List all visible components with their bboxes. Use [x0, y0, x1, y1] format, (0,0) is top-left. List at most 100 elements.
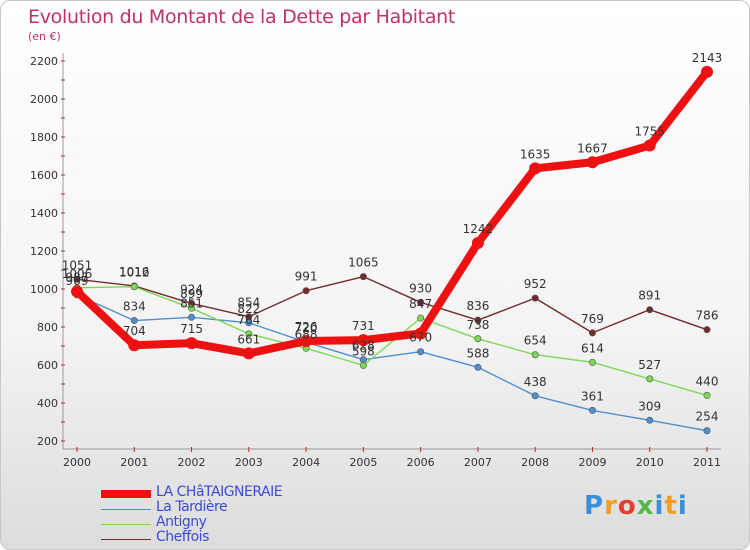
y-tick-label: 2200 [30, 55, 58, 68]
legend-swatch-la-chataigneraie [101, 490, 151, 498]
x-tick-label: 2001 [120, 456, 148, 469]
y-tick-label: 1600 [30, 169, 58, 182]
data-label-la-tardiere: 851 [180, 296, 203, 310]
data-point-antigny [531, 351, 539, 359]
data-label-la-tardiere: 822 [237, 302, 260, 316]
data-point-la-chataigneraie [529, 162, 542, 175]
data-point-cheffois [703, 326, 711, 334]
x-tick-label: 2008 [521, 456, 549, 469]
data-label-antigny: 899 [180, 287, 203, 301]
axes: 2000 2001 2002 2003 2004 2005 2006 2007 2008 2009… [30, 53, 721, 469]
data-point-la-tardiere [245, 319, 253, 327]
y-tick-label: 600 [37, 359, 58, 372]
data-point-la-tardiere [417, 348, 425, 356]
data-point-cheffois [73, 275, 81, 283]
data-label-antigny: 1012 [119, 266, 150, 280]
series-layer [71, 65, 713, 435]
data-label-la-chataigneraie: 1635 [520, 147, 551, 161]
data-point-la-tardiere [474, 363, 482, 371]
x-tick-label: 2006 [407, 456, 435, 469]
series-line-la-chataigneraie [73, 67, 711, 358]
data-point-la-tardiere [703, 427, 711, 435]
data-label-cheffois: 891 [638, 289, 661, 303]
data-label-la-tardiere: 834 [123, 300, 146, 314]
data-point-antigny [703, 391, 711, 399]
y-tick-label: 200 [37, 435, 58, 448]
data-label-la-tardiere: 969 [66, 274, 89, 288]
data-label-la-chataigneraie: 1667 [577, 141, 608, 155]
data-label-antigny: 527 [638, 358, 661, 372]
data-label-cheffois: 924 [180, 282, 203, 296]
data-label-la-chataigneraie: 1755 [634, 125, 665, 139]
data-label-la-chataigneraie: 731 [352, 319, 375, 333]
proxiti-logo: Proxiti [584, 491, 688, 521]
legend-swatch-la-tardiere [101, 509, 151, 510]
data-label-cheffois: 952 [524, 277, 547, 291]
x-tick-label: 2002 [178, 456, 206, 469]
y-tick-label: 1800 [30, 131, 58, 144]
data-point-la-chataigneraie [242, 347, 255, 360]
data-label-la-chataigneraie: 715 [180, 322, 203, 336]
y-tick-label: 1200 [30, 245, 58, 258]
data-label-antigny: 688 [295, 327, 318, 341]
data-point-cheffois [302, 287, 310, 295]
x-tick-label: 2005 [349, 456, 377, 469]
data-point-cheffois [359, 273, 367, 281]
data-label-cheffois: 991 [295, 270, 318, 284]
data-point-la-tardiere [531, 392, 539, 400]
data-label-cheffois: 769 [581, 312, 604, 326]
data-label-la-chataigneraie: 987 [66, 270, 89, 284]
data-label-la-tardiere: 588 [466, 346, 489, 360]
data-label-antigny: 598 [352, 344, 375, 358]
data-label-cheffois: 930 [409, 281, 432, 295]
data-point-cheffois [588, 329, 596, 337]
data-label-la-chataigneraie: 1242 [463, 222, 494, 236]
x-tick-label: 2009 [578, 456, 606, 469]
data-label-cheffois: 854 [237, 296, 260, 310]
legend-label-la-tardiere: La Tardière [156, 499, 228, 515]
data-point-cheffois [531, 294, 539, 302]
series-line-antigny [76, 286, 708, 397]
data-point-la-tardiere [130, 317, 138, 325]
data-point-antigny [359, 361, 367, 369]
data-label-la-tardiere: 628 [352, 339, 375, 353]
data-point-la-chataigneraie [300, 335, 313, 348]
data-label-la-chataigneraie: 661 [237, 332, 260, 346]
data-label-cheffois: 1016 [119, 265, 150, 279]
legend-swatch-antigny [101, 524, 151, 525]
data-label-antigny: 614 [581, 341, 604, 355]
data-point-la-tardiere [188, 313, 196, 321]
data-label-la-chataigneraie: 704 [123, 324, 146, 338]
data-label-la-tardiere: 720 [295, 321, 318, 335]
data-point-antigny [588, 358, 596, 366]
data-point-cheffois [417, 298, 425, 306]
data-point-cheffois [474, 316, 482, 324]
data-point-antigny [245, 330, 253, 338]
data-label-cheffois: 1051 [62, 258, 93, 272]
x-tick-label: 2007 [464, 456, 492, 469]
data-label-cheffois: 786 [696, 309, 719, 323]
data-label-la-tardiere: 361 [581, 389, 604, 403]
x-tick-label: 2010 [636, 456, 664, 469]
data-labels: 1051 1016 924 854 991 1065 930 836 952 769 891 786 9… [62, 51, 723, 424]
data-point-la-tardiere [588, 406, 596, 414]
data-point-cheffois [646, 306, 654, 314]
data-label-la-tardiere: 670 [409, 331, 432, 345]
series-line-la-tardiere [76, 294, 708, 432]
data-label-antigny: 440 [696, 374, 719, 388]
data-point-la-chataigneraie [471, 237, 484, 250]
data-point-la-chataigneraie [586, 156, 599, 169]
data-label-cheffois: 1065 [348, 256, 379, 270]
data-point-antigny [646, 375, 654, 383]
y-tick-label: 1400 [30, 207, 58, 220]
data-label-antigny: 847 [409, 297, 432, 311]
data-label-antigny: 1006 [62, 267, 93, 281]
legend-swatch-cheffois [101, 539, 151, 540]
legend-label-antigny: Antigny [156, 514, 207, 530]
chart-title: Evolution du Montant de la Dette par Hab… [28, 6, 456, 28]
data-label-la-chataigneraie: 2143 [692, 51, 723, 65]
data-point-la-chataigneraie [414, 327, 427, 340]
data-point-la-chataigneraie [701, 65, 713, 78]
series-line-cheffois [76, 275, 708, 334]
